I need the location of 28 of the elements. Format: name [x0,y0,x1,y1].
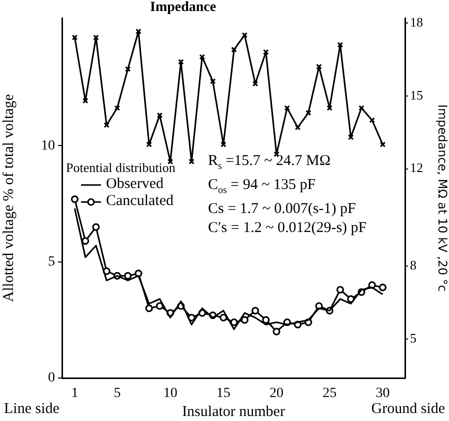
y2-tick-label: 5 [410,330,416,346]
annotation: C$_{os}$ = 94 ~ 135 pF [208,176,317,198]
y2-axis-title: Impedance, MΩ at 10 kV ,20 °c [436,104,449,292]
y2-tick-label: 18 [410,14,423,30]
x-axis-title: Insulator number [182,404,285,420]
annotation: R$_{s}$ =15.7 ~ 24.7 MΩ [208,152,332,174]
x-tick-label: 30 [376,386,390,402]
legend-title: Potential distribution [66,160,176,176]
y2-tick-label: 12 [410,160,423,176]
y2-tick-label: 8 [410,258,416,273]
y2-tick-label: 15 [410,87,423,102]
series-label: Impedance [150,0,216,16]
annotation: C′s = 1.2 ~ 0.012(29-s) pF [208,219,367,238]
x-tick-label: 5 [114,386,121,402]
text: Ground side [371,401,445,418]
y-tick-label: 5 [48,254,55,270]
y-tick-label: 0 [48,370,55,386]
y-tick-label: 10 [41,138,55,154]
legend-label: Canculated [106,193,174,210]
text: Line side [4,401,60,418]
x-tick-label: 15 [216,386,230,402]
legend-label: Observed [106,176,164,193]
x-tick-label: 20 [270,386,284,402]
x-tick-label: 1 [71,386,78,402]
annotation: Cs = 1.7 ~ 0.007(s-1) pF [208,200,357,219]
x-tick-label: 25 [322,386,337,402]
y-axis-title: Allotted voltage % of total voltage [0,94,17,302]
x-tick-label: 10 [163,386,178,402]
